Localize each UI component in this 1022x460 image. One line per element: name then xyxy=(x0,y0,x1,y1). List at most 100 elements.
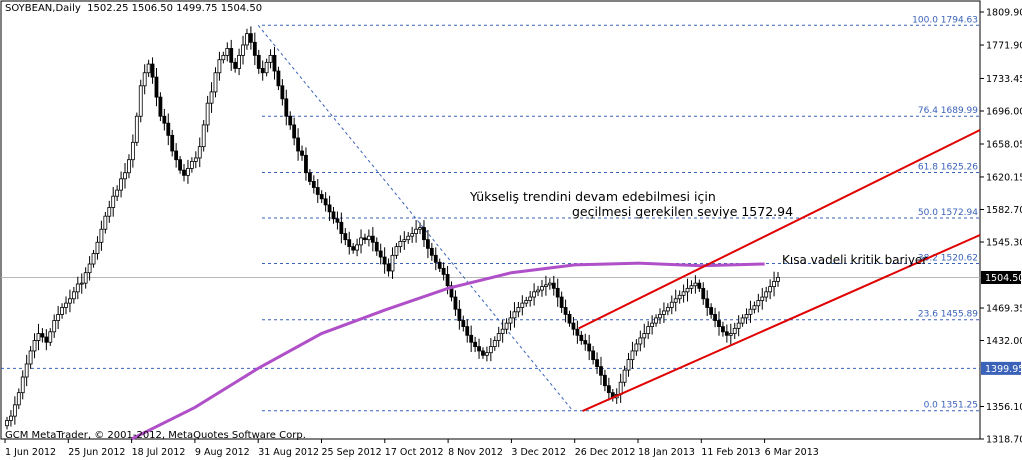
fib-level-label: 38.2 1520.62 xyxy=(918,253,978,263)
candle-body xyxy=(520,302,525,308)
candle-body xyxy=(665,307,670,312)
candle-body xyxy=(20,376,25,394)
candle-body xyxy=(52,320,57,333)
candle xyxy=(315,178,320,203)
candle xyxy=(768,279,773,300)
candle xyxy=(127,154,131,179)
candle xyxy=(685,278,690,302)
candle-body xyxy=(764,291,769,298)
candle xyxy=(728,323,733,346)
candle-body xyxy=(319,194,324,200)
candle xyxy=(669,295,674,315)
candle-body xyxy=(91,253,96,265)
candle xyxy=(351,242,356,254)
candle xyxy=(378,243,383,265)
candle-body xyxy=(473,341,478,347)
candle-body xyxy=(189,161,194,169)
candle-body xyxy=(638,337,643,345)
copyright: GCM MetaTrader, © 2001-2012, MetaQuotes … xyxy=(5,430,306,441)
candle-body xyxy=(555,287,560,298)
fib-level-label: 23.6 1455.89 xyxy=(918,310,978,320)
candle-body xyxy=(634,343,639,352)
candle-body xyxy=(394,246,399,256)
candle xyxy=(626,352,631,377)
candle xyxy=(91,249,96,268)
current-price-value: 1504.50 xyxy=(985,273,1022,284)
fib-level-label: 61.8 1625.26 xyxy=(918,163,978,173)
candle-body xyxy=(732,327,737,334)
candle-body xyxy=(414,228,419,234)
candle xyxy=(166,113,171,146)
candle xyxy=(304,147,308,181)
candle xyxy=(323,192,328,212)
candle xyxy=(103,211,108,234)
candle xyxy=(681,284,686,303)
candle-body xyxy=(146,63,151,74)
candle-body xyxy=(68,298,72,304)
candle xyxy=(64,296,68,315)
candle-body xyxy=(528,296,533,301)
candle xyxy=(99,220,104,251)
candle xyxy=(591,346,596,365)
candle-body xyxy=(386,263,391,272)
candle xyxy=(492,336,497,351)
candle-body xyxy=(339,221,344,234)
candle xyxy=(705,290,710,316)
candle xyxy=(248,26,253,50)
channel-lower-line xyxy=(582,234,981,412)
candle-body xyxy=(422,227,426,241)
candle xyxy=(319,190,324,204)
support-price-label: 1399.95 xyxy=(981,361,1022,375)
candle-body xyxy=(40,333,45,338)
candle-body xyxy=(32,340,37,352)
y-tick-label: 1432.00 xyxy=(986,336,1022,347)
candle-body xyxy=(571,322,576,330)
candle-body xyxy=(217,59,222,74)
candle xyxy=(610,389,615,402)
candle xyxy=(130,134,135,168)
candle xyxy=(638,330,643,352)
candle-body xyxy=(268,54,273,63)
candle-body xyxy=(170,134,175,152)
candle xyxy=(182,164,186,182)
candle-body xyxy=(662,310,666,315)
candle xyxy=(280,79,285,106)
fib-level-label: 100.0 1794.63 xyxy=(912,15,978,25)
candle xyxy=(760,287,765,310)
candle-body xyxy=(12,404,17,417)
candle-body xyxy=(772,280,776,288)
candle xyxy=(221,51,226,64)
candle xyxy=(252,32,257,66)
candle xyxy=(245,28,249,50)
candle-body xyxy=(606,385,611,394)
candle xyxy=(107,200,112,223)
candle xyxy=(327,195,332,221)
x-tick-label: 9 Aug 2012 xyxy=(195,447,250,458)
candle-body xyxy=(587,343,592,352)
candle-body xyxy=(36,333,41,341)
candle xyxy=(134,112,139,146)
candle xyxy=(12,396,17,425)
candle xyxy=(756,293,761,313)
candle xyxy=(307,169,312,186)
candle-body xyxy=(138,85,143,117)
candle-body xyxy=(284,98,289,117)
x-tick-label: 18 Jan 2013 xyxy=(638,447,695,458)
candle xyxy=(740,314,745,327)
candle xyxy=(599,356,603,386)
candle-body xyxy=(705,298,710,308)
candle xyxy=(44,329,49,351)
candle-body xyxy=(370,235,375,243)
candle xyxy=(36,323,41,351)
y-tick-label: 1582.70 xyxy=(986,205,1022,216)
candle xyxy=(551,275,556,296)
candle xyxy=(335,211,340,230)
candle xyxy=(154,67,159,107)
candle xyxy=(68,289,72,313)
candle xyxy=(40,328,45,343)
candle-body xyxy=(64,302,68,308)
candle xyxy=(693,275,698,294)
symbol-label: SOYBEAN,Daily xyxy=(5,3,81,14)
candle-body xyxy=(457,308,462,321)
candle xyxy=(79,273,84,294)
